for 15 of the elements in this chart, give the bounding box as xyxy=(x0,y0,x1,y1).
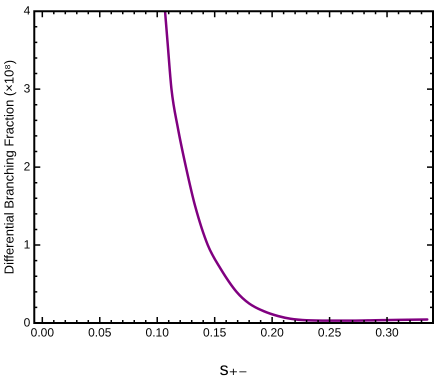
x-tick-label: 0.20 xyxy=(260,326,284,340)
x-axis-title: s₊₋ xyxy=(220,359,248,380)
y-tick-label: 4 xyxy=(24,4,31,18)
x-tick-label: 0.00 xyxy=(30,326,54,340)
x-tick-label: 0.15 xyxy=(203,326,227,340)
x-tick-label: 0.10 xyxy=(146,326,170,340)
y-tick-label: 3 xyxy=(24,81,31,96)
y-tick-label: 1 xyxy=(24,237,31,252)
x-tick-label: 0.25 xyxy=(318,326,342,340)
x-tick-label: 0.05 xyxy=(88,326,112,340)
y-axis-title: Differential Branching Fraction (×10⁸) xyxy=(1,60,16,274)
x-tick-label: 0.30 xyxy=(375,326,400,340)
y-tick-label: 0 xyxy=(24,315,31,330)
y-tick-label: 2 xyxy=(24,159,31,174)
line-series xyxy=(164,11,429,322)
